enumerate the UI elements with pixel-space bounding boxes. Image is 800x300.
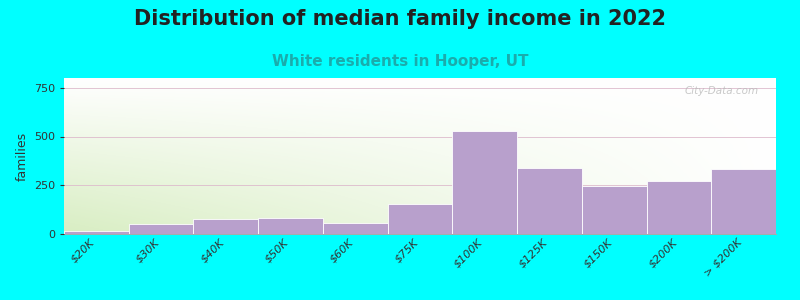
Bar xyxy=(323,223,388,234)
Bar xyxy=(258,218,323,234)
Text: White residents in Hooper, UT: White residents in Hooper, UT xyxy=(272,54,528,69)
Bar xyxy=(517,168,582,234)
Bar xyxy=(582,186,646,234)
Bar xyxy=(129,224,194,234)
Text: City-Data.com: City-Data.com xyxy=(684,86,758,96)
Bar xyxy=(64,231,129,234)
Bar xyxy=(194,219,258,234)
Y-axis label: families: families xyxy=(15,131,28,181)
Bar xyxy=(388,204,452,234)
Bar xyxy=(646,181,711,234)
Bar xyxy=(711,169,776,234)
Bar xyxy=(452,130,517,234)
Text: Distribution of median family income in 2022: Distribution of median family income in … xyxy=(134,9,666,29)
